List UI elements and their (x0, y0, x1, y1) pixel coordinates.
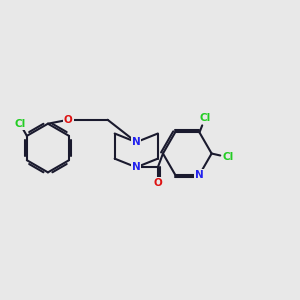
Text: Cl: Cl (223, 152, 234, 163)
Text: O: O (64, 115, 73, 125)
Text: Cl: Cl (14, 119, 26, 129)
Text: N: N (132, 137, 141, 147)
Text: O: O (154, 178, 162, 188)
Text: N: N (132, 162, 141, 172)
Text: N: N (195, 169, 204, 180)
Text: Cl: Cl (200, 113, 211, 123)
